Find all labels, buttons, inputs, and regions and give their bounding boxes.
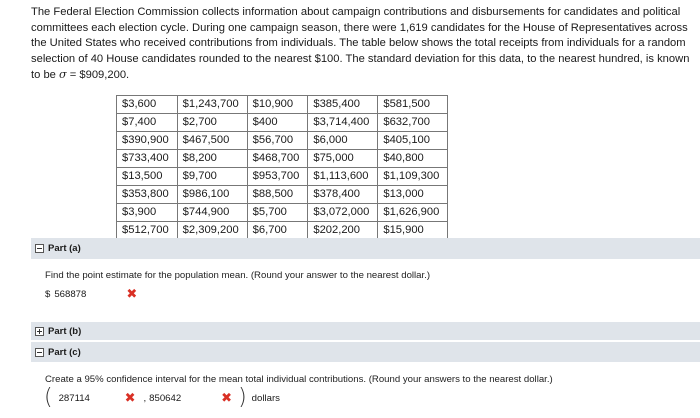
table-row: $7,400 $2,700 $400 $3,714,400 $632,700 bbox=[116, 113, 449, 132]
table-cell: $8,200 bbox=[176, 149, 248, 168]
part-a-answer-field[interactable]: 568878 bbox=[54, 289, 87, 300]
table-cell: $13,000 bbox=[377, 185, 449, 204]
problem-statement: The Federal Election Commission collects… bbox=[31, 5, 693, 84]
upper-bound-field[interactable]: 850642 bbox=[149, 392, 182, 404]
table-row: $390,900 $467,500 $56,700 $6,000 $405,100 bbox=[116, 131, 449, 150]
incorrect-icon: ✖ bbox=[221, 390, 233, 406]
table-cell: $202,200 bbox=[307, 221, 379, 240]
currency-symbol: $ bbox=[45, 289, 51, 300]
table-cell: $13,500 bbox=[116, 167, 178, 186]
table-cell: $400 bbox=[246, 113, 309, 132]
table-row: $3,600 $1,243,700 $10,900 $385,400 $581,500 bbox=[116, 95, 449, 114]
incorrect-icon: ✖ bbox=[126, 287, 138, 302]
table-row: $733,400 $8,200 $468,700 $75,000 $40,800 bbox=[116, 149, 449, 168]
table-cell: $40,800 bbox=[377, 149, 449, 168]
collapse-icon[interactable] bbox=[35, 347, 44, 357]
table-cell: $3,900 bbox=[116, 203, 178, 222]
part-c-header[interactable]: Part (c) bbox=[31, 342, 700, 362]
table-row: $3,900 $744,900 $5,700 $3,072,000 $1,626,900 bbox=[116, 203, 449, 222]
table-cell: $953,700 bbox=[246, 167, 309, 186]
table-cell: $9,700 bbox=[176, 167, 248, 186]
expand-icon[interactable] bbox=[35, 326, 44, 336]
table-cell: $10,900 bbox=[246, 95, 309, 114]
sigma-symbol: σ bbox=[59, 68, 67, 81]
table-cell: $1,243,700 bbox=[176, 95, 248, 114]
table-cell: $56,700 bbox=[246, 131, 309, 150]
unit-label: dollars bbox=[251, 392, 280, 404]
table-row: $353,800 $986,100 $88,500 $378,400 $13,000 bbox=[116, 185, 449, 204]
table-cell: $2,700 bbox=[176, 113, 248, 132]
part-a-answer-row: $ 568878 ✖ bbox=[45, 287, 137, 302]
part-a-label: Part (a) bbox=[48, 243, 81, 254]
table-cell: $986,100 bbox=[176, 185, 248, 204]
table-cell: $1,113,600 bbox=[307, 167, 379, 186]
table-cell: $378,400 bbox=[307, 185, 379, 204]
part-b-label: Part (b) bbox=[48, 325, 82, 337]
table-cell: $1,626,900 bbox=[377, 203, 449, 222]
part-a-header[interactable]: Part (a) bbox=[31, 238, 700, 259]
table-cell: $353,800 bbox=[116, 185, 178, 204]
table-cell: $512,700 bbox=[116, 221, 178, 240]
right-parenthesis: ) bbox=[238, 385, 247, 410]
table-cell: $405,100 bbox=[377, 131, 449, 150]
part-c-question: Create a 95% confidence interval for the… bbox=[45, 374, 553, 385]
problem-text: The Federal Election Commission collects… bbox=[31, 6, 690, 81]
collapse-icon[interactable] bbox=[35, 244, 44, 253]
contributions-table: $3,600 $1,243,700 $10,900 $385,400 $581,500 $… bbox=[116, 95, 449, 240]
table-cell: $88,500 bbox=[246, 185, 309, 204]
table-cell: $581,500 bbox=[377, 95, 449, 114]
table-cell: $2,309,200 bbox=[176, 221, 248, 240]
interval-separator: , bbox=[143, 392, 147, 404]
table-cell: $467,500 bbox=[176, 131, 248, 150]
table-cell: $7,400 bbox=[116, 113, 178, 132]
part-c-answer-row: ( 287114 ✖ , 850642 ✖ ) dollars bbox=[44, 387, 280, 409]
table-row: $13,500 $9,700 $953,700 $1,113,600 $1,109,30… bbox=[116, 167, 449, 186]
incorrect-icon: ✖ bbox=[124, 390, 136, 406]
table-cell: $632,700 bbox=[377, 113, 449, 132]
table-cell: $744,900 bbox=[176, 203, 248, 222]
part-a-question: Find the point estimate for the populati… bbox=[45, 270, 431, 281]
table-cell: $468,700 bbox=[246, 149, 309, 168]
table-cell: $75,000 bbox=[307, 149, 379, 168]
table-cell: $385,400 bbox=[307, 95, 379, 114]
table-cell: $733,400 bbox=[116, 149, 178, 168]
table-cell: $5,700 bbox=[246, 203, 309, 222]
table-cell: $3,600 bbox=[116, 95, 178, 114]
table-cell: $1,109,300 bbox=[377, 167, 449, 186]
table-cell: $15,900 bbox=[377, 221, 449, 240]
lower-bound-field[interactable]: 287114 bbox=[58, 392, 90, 404]
table-cell: $390,900 bbox=[116, 131, 178, 150]
part-b-header[interactable]: Part (b) bbox=[31, 322, 700, 340]
table-cell: $6,000 bbox=[307, 131, 379, 150]
table-cell: $3,714,400 bbox=[307, 113, 379, 132]
table-cell: $6,700 bbox=[246, 221, 309, 240]
sigma-value: = $909,200. bbox=[66, 69, 130, 81]
left-parenthesis: ( bbox=[44, 385, 53, 410]
table-row: $512,700 $2,309,200 $6,700 $202,200 $15,900 bbox=[116, 221, 449, 240]
table-cell: $3,072,000 bbox=[307, 203, 379, 222]
part-c-label: Part (c) bbox=[48, 346, 81, 358]
